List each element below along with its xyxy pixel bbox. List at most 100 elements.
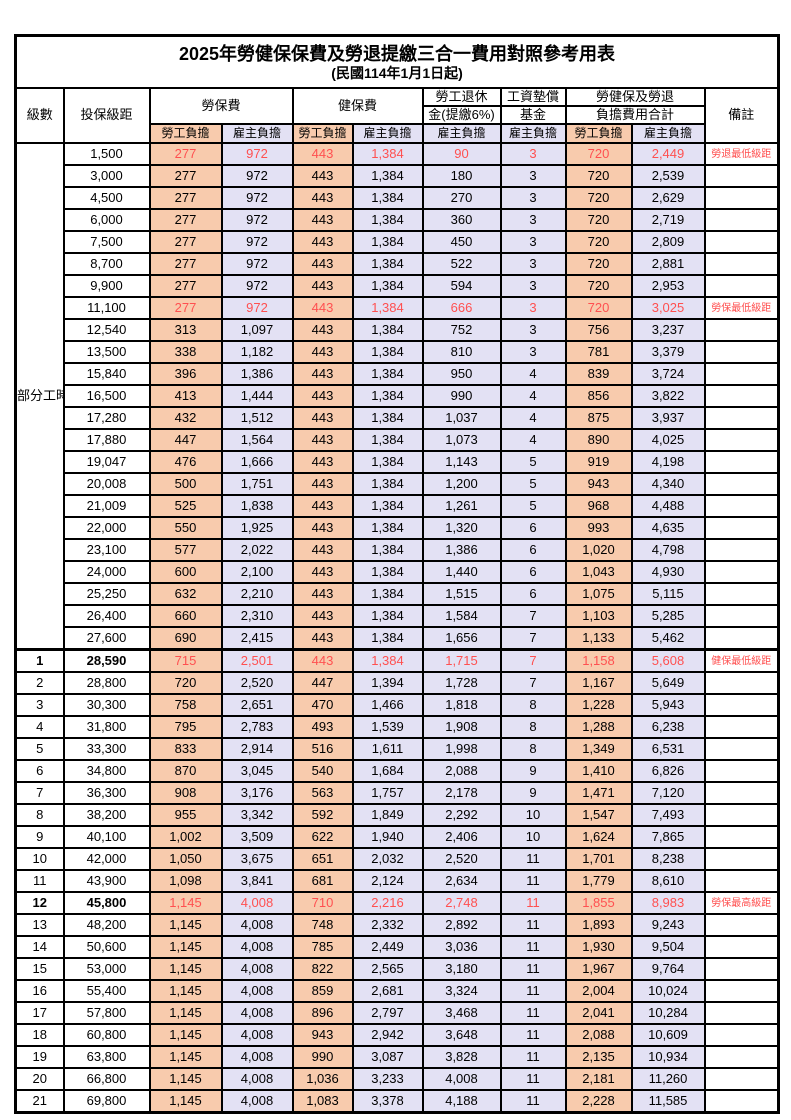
remark-cell	[703, 538, 780, 562]
fee-cell: 1,940	[351, 825, 424, 849]
table-row: 17,280 432 1,512 443 1,384 1,037 4 875 3,937	[16, 406, 780, 430]
fee-cell: 443	[291, 450, 354, 474]
page-title: 2025年勞健保保費及勞退提繳三合一費用對照參考用表	[179, 44, 616, 65]
fee-cell: 1,384	[351, 230, 424, 254]
fee-cell: 2,719	[630, 208, 706, 232]
fee-cell: 1,098	[148, 869, 223, 893]
table-row: 15 53,000 1,145 4,008 822 2,565 3,180 11 1,967 9,…	[14, 957, 780, 981]
remark-cell	[703, 825, 780, 849]
fee-cell: 277	[148, 274, 223, 298]
fee-cell: 313	[148, 318, 223, 342]
table-row: 6,000 277 972 443 1,384 360 3 720 2,719	[16, 208, 780, 232]
fee-cell: 11	[499, 935, 567, 959]
fee-cell: 875	[564, 406, 633, 430]
bracket-cell: 42,000	[62, 847, 151, 871]
fee-cell: 3,648	[421, 1023, 502, 1047]
fee-cell: 1,145	[148, 1089, 223, 1114]
fee-cell: 2,332	[351, 913, 424, 937]
fee-cell: 443	[291, 164, 354, 188]
fee-cell: 9,504	[630, 935, 706, 959]
fee-cell: 2,124	[351, 869, 424, 893]
fee-cell: 550	[148, 516, 223, 540]
fee-cell: 2,539	[630, 164, 706, 188]
fee-cell: 1,075	[564, 582, 633, 606]
fee-cell: 11,585	[630, 1089, 706, 1114]
fee-cell: 2,809	[630, 230, 706, 254]
header-level: 級數	[14, 87, 65, 144]
fee-cell: 5	[499, 494, 567, 518]
level-cell: 3	[14, 693, 65, 717]
fee-cell: 1,440	[421, 560, 502, 584]
fee-cell: 11	[499, 957, 567, 981]
fee-cell: 1,384	[351, 516, 424, 540]
fee-cell: 3,822	[630, 384, 706, 408]
fee-cell: 919	[564, 450, 633, 474]
level-cell: 13	[14, 913, 65, 937]
title-row: 2025年勞健保保費及勞退提繳三合一費用對照參考用表 (民國114年1月1日起)	[14, 34, 780, 89]
table-row: 8,700 277 972 443 1,384 522 3 720 2,881	[16, 252, 780, 276]
remark-cell: 勞保最低級距	[703, 296, 780, 320]
fee-cell: 4	[499, 406, 567, 430]
fee-cell: 710	[291, 891, 354, 915]
bracket-cell: 28,590	[62, 648, 151, 673]
remark-cell	[703, 1045, 780, 1069]
header-health-employee: 勞工負擔	[291, 123, 354, 144]
fee-cell: 10	[499, 825, 567, 849]
fee-cell: 516	[291, 737, 354, 761]
fee-cell: 681	[291, 869, 354, 893]
bracket-cell: 63,800	[62, 1045, 151, 1069]
fee-cell: 11	[499, 1067, 567, 1091]
remark-cell	[703, 164, 780, 188]
header-wage-fund-employer: 雇主負擔	[499, 123, 567, 144]
fee-cell: 1,471	[564, 781, 633, 805]
fee-cell: 2,406	[421, 825, 502, 849]
header-pension-employer: 雇主負擔	[421, 123, 502, 144]
fee-cell: 2,953	[630, 274, 706, 298]
header-health-fee: 健保費	[291, 87, 424, 125]
header-remark: 備註	[703, 87, 780, 144]
level-cell: 8	[14, 803, 65, 827]
fee-cell: 943	[291, 1023, 354, 1047]
header-labor-employer: 雇主負擔	[220, 123, 294, 144]
table-row: 3,000 277 972 443 1,384 180 3 720 2,539	[16, 164, 780, 188]
fee-cell: 8,238	[630, 847, 706, 871]
table-row: 22,000 550 1,925 443 1,384 1,320 6 993 4,635	[16, 516, 780, 540]
fee-cell: 1,384	[351, 626, 424, 651]
bracket-cell: 17,280	[62, 406, 151, 430]
fee-cell: 1,145	[148, 913, 223, 937]
fee-cell: 1,384	[351, 538, 424, 562]
remark-cell	[703, 957, 780, 981]
bracket-cell: 28,800	[62, 671, 151, 695]
fee-cell: 1,410	[564, 759, 633, 783]
fee-cell: 4,188	[421, 1089, 502, 1114]
fee-cell: 1,908	[421, 715, 502, 739]
header-labor-fee: 勞保費	[148, 87, 294, 125]
table-row: 19 63,800 1,145 4,008 990 3,087 3,828 11 2,135 10…	[14, 1045, 780, 1069]
fee-cell: 1,103	[564, 604, 633, 628]
table-row: 17,880 447 1,564 443 1,384 1,073 4 890 4,025	[16, 428, 780, 452]
bracket-cell: 6,000	[62, 208, 151, 232]
level-cell: 7	[14, 781, 65, 805]
fee-cell: 443	[291, 604, 354, 628]
level-cell: 21	[14, 1089, 65, 1114]
fee-cell: 972	[220, 296, 294, 320]
table-row: 20,008 500 1,751 443 1,384 1,200 5 943 4,340	[16, 472, 780, 496]
fee-cell: 450	[421, 230, 502, 254]
fee-cell: 1,751	[220, 472, 294, 496]
fee-cell: 1,097	[220, 318, 294, 342]
fee-cell: 1,701	[564, 847, 633, 871]
fee-cell: 443	[291, 296, 354, 320]
fee-cell: 2,942	[351, 1023, 424, 1047]
table-row: 8 38,200 955 3,342 592 1,849 2,292 10 1,547 7,493	[14, 803, 780, 827]
fee-cell: 1,384	[351, 208, 424, 232]
table-row: 24,000 600 2,100 443 1,384 1,440 6 1,043 4,930	[16, 560, 780, 584]
fee-cell: 715	[148, 648, 223, 673]
fee-cell: 1,167	[564, 671, 633, 695]
fee-cell: 3,036	[421, 935, 502, 959]
fee-cell: 4,008	[220, 979, 294, 1003]
fee-cell: 1,384	[351, 604, 424, 628]
fee-cell: 785	[291, 935, 354, 959]
fee-cell: 2,181	[564, 1067, 633, 1091]
fee-cell: 1,715	[421, 648, 502, 673]
fee-cell: 2,449	[630, 142, 706, 166]
